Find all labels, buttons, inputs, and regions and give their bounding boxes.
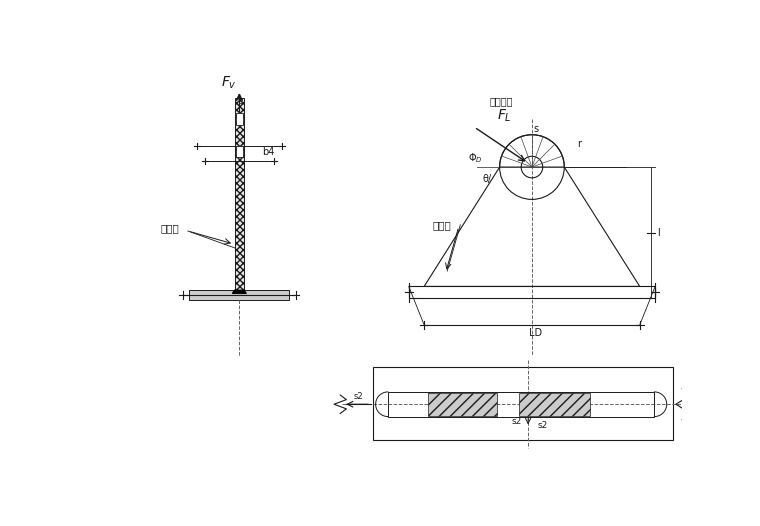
Text: s2: s2: [537, 421, 548, 430]
Text: s2: s2: [511, 417, 521, 426]
Text: Φ$_D$: Φ$_D$: [468, 151, 483, 165]
Bar: [409, 287, 655, 298]
Bar: [372, 367, 673, 440]
Text: 吊耳板: 吊耳板: [432, 220, 451, 230]
Text: l: l: [657, 228, 660, 238]
Text: LD: LD: [529, 328, 543, 338]
Text: s: s: [534, 124, 538, 134]
Bar: [236, 113, 243, 125]
Bar: [235, 98, 244, 290]
Bar: [519, 393, 590, 416]
Text: θ/: θ/: [483, 175, 492, 185]
Polygon shape: [233, 290, 246, 294]
Text: s: s: [239, 97, 243, 106]
Bar: [388, 392, 654, 417]
Text: 吊拉方向: 吊拉方向: [489, 97, 513, 107]
Text: s2: s2: [354, 392, 363, 401]
Text: 吊耳板: 吊耳板: [160, 224, 179, 234]
Bar: [428, 393, 497, 416]
Text: r: r: [577, 139, 581, 149]
Text: $F_v$: $F_v$: [220, 74, 236, 90]
Bar: [189, 290, 290, 300]
Bar: [236, 146, 243, 157]
Text: $F_L$: $F_L$: [497, 107, 512, 124]
Text: b4: b4: [262, 147, 275, 157]
